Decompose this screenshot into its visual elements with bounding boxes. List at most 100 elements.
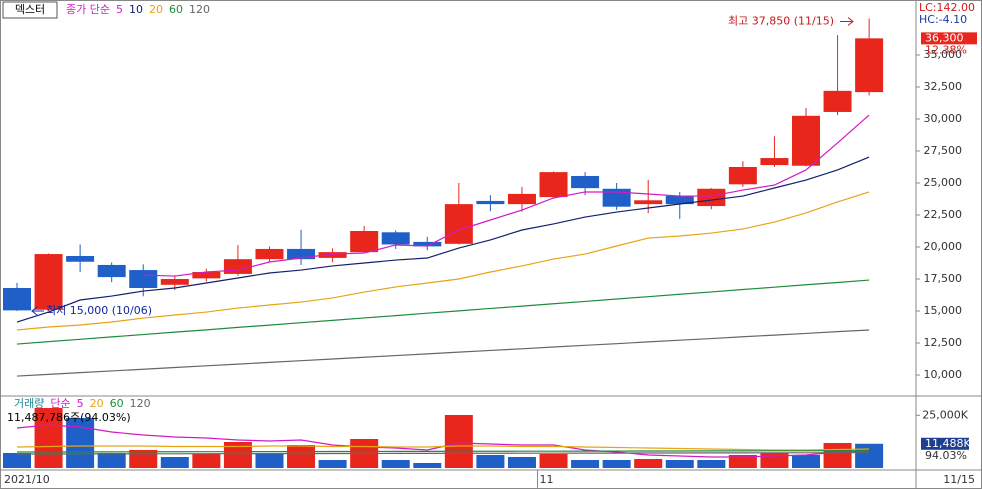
y-tick-label: 22,500 (924, 208, 963, 221)
change-label: 12.38% (925, 43, 967, 56)
moving-average (143, 114, 870, 277)
volume-average (17, 450, 870, 453)
low-annotation: 최저 15,000 (10/06) (46, 304, 152, 317)
volume-bar (34, 407, 63, 468)
candle-body (444, 204, 473, 244)
volume-bar (539, 454, 568, 468)
volume-bar (318, 460, 347, 468)
y-tick-label: 32,500 (924, 80, 963, 93)
candle-body (476, 200, 505, 205)
x-tick-label: 11 (540, 473, 554, 486)
candle-body (97, 264, 126, 278)
y-tick-label: 25,000 (924, 176, 963, 189)
candle-body (665, 195, 694, 205)
volume-bar (129, 449, 158, 468)
candle-body (602, 188, 631, 207)
candle-body (381, 232, 410, 245)
moving-average (16, 191, 870, 331)
legend-entry: 20 (90, 397, 104, 410)
candle-body (223, 259, 252, 274)
legend-entry: 5 (116, 3, 123, 16)
legend-label: 단순 (50, 397, 70, 410)
y-tick-label: 35,000 (924, 48, 963, 61)
last-volume: 11,488K (925, 437, 971, 450)
volume-bar (634, 458, 663, 468)
volume-bar (665, 460, 694, 468)
candle-body (287, 248, 316, 260)
volume-average (16, 445, 870, 451)
candle-body (66, 255, 95, 262)
legend-entry: 60 (169, 3, 183, 16)
y-tick-label: 20,000 (924, 240, 963, 253)
x-tick-label: 2021/10 (4, 473, 50, 486)
moving-average (16, 329, 870, 377)
volume-bar (192, 454, 221, 468)
volume-bar (97, 453, 126, 468)
volume-bar (255, 454, 284, 468)
volume-bar (697, 460, 726, 468)
volume-bar (823, 442, 852, 468)
hc-label: HC:-4.10 (919, 13, 967, 26)
volume-bar (287, 444, 316, 468)
candle-body (129, 270, 158, 288)
candle-body (634, 200, 663, 205)
candle-body (255, 248, 284, 260)
candle-body (350, 231, 379, 253)
legend-entry: 20 (149, 3, 163, 16)
candle-body (160, 279, 189, 285)
volume-bar (3, 453, 31, 468)
candle-body (507, 193, 536, 205)
candle-body (192, 271, 221, 279)
high-arrow (840, 17, 854, 26)
date-display: 11/15 (943, 473, 975, 486)
candle-body (855, 38, 884, 93)
candle-body (571, 175, 600, 189)
candle-body (318, 252, 347, 258)
y-tick-label: 30,000 (924, 112, 963, 125)
candle-body (823, 90, 852, 112)
legend-entry: 120 (189, 3, 210, 16)
stock-name-box (2, 1, 58, 19)
legend-label: 종가 단순 (66, 3, 110, 16)
stock-name: 덱스터 (15, 3, 45, 16)
y-tick-label: 25,000K (922, 408, 968, 421)
candle-body (34, 254, 63, 310)
volume-title: 거래량 (14, 397, 44, 410)
low-arrow (31, 306, 44, 316)
volume-average (17, 452, 870, 455)
candle-body (728, 167, 757, 185)
volume-bar (602, 460, 631, 468)
candle-body (3, 287, 31, 311)
candle-body (413, 241, 442, 247)
candle-body (539, 172, 568, 198)
last-volume-box (921, 437, 969, 450)
lc-label: LC:142.00 (919, 1, 975, 14)
last-price: 36,300 (925, 31, 964, 44)
volume-bar (444, 414, 473, 468)
y-tick-label: 12,500 (924, 336, 963, 349)
candle-body (792, 115, 820, 166)
candle-body (760, 158, 789, 166)
legend-entry: 10 (129, 3, 143, 16)
volume-bar (571, 460, 600, 468)
volume-bar (476, 454, 505, 468)
volume-bar (728, 454, 757, 468)
volume-bar (855, 443, 884, 468)
volume-bar (66, 418, 95, 468)
volume-bar (160, 456, 189, 468)
high-annotation: 최고 37,850 (11/15) (728, 15, 834, 28)
volume-bar (792, 454, 820, 468)
legend-entry: 5 (77, 397, 84, 410)
legend-entry: 60 (110, 397, 124, 410)
candle-body (697, 188, 726, 207)
last-price-box (921, 32, 977, 45)
legend-entry: 120 (130, 397, 151, 410)
volume-bar (413, 463, 442, 468)
y-tick-label: 27,500 (924, 144, 963, 157)
y-tick-label: 15,000 (924, 304, 963, 317)
volume-ratio: 94.03% (925, 449, 967, 462)
moving-average (16, 279, 870, 345)
volume-bar (507, 456, 536, 468)
